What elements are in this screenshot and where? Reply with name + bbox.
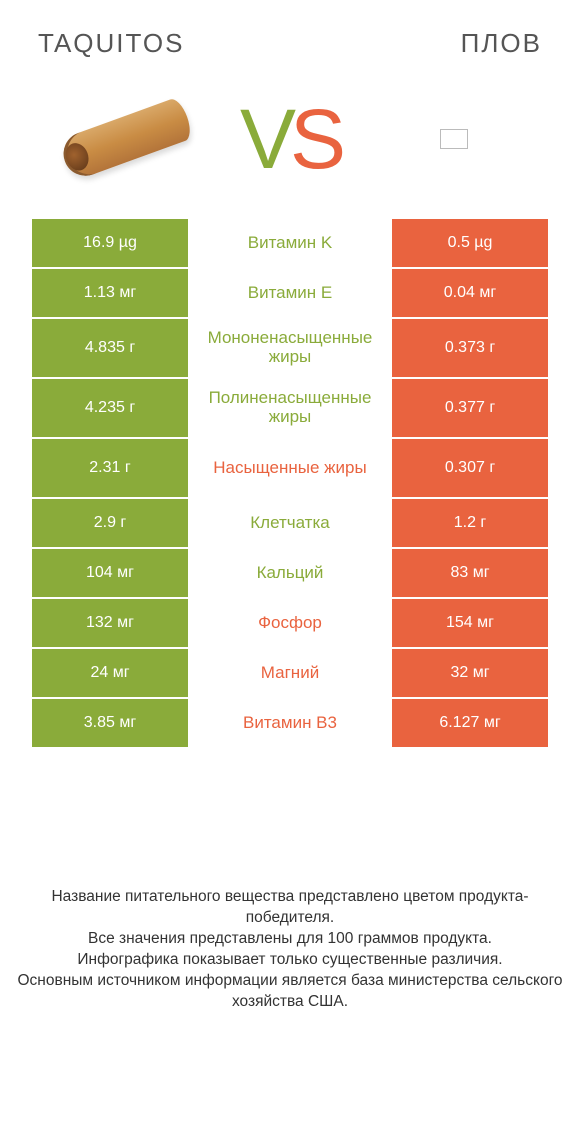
- left-food-image: [20, 79, 232, 199]
- left-value-cell: 2.9 г: [32, 499, 188, 547]
- right-value-cell: 0.5 µg: [392, 219, 548, 267]
- right-value-cell: 83 мг: [392, 549, 548, 597]
- table-row: 16.9 µgВитамин K0.5 µg: [32, 219, 548, 267]
- right-value-cell: 0.04 мг: [392, 269, 548, 317]
- table-row: 1.13 мгВитамин E0.04 мг: [32, 269, 548, 317]
- taquito-illustration: [57, 96, 194, 182]
- left-value-cell: 4.235 г: [32, 379, 188, 437]
- nutrient-comparison-table: 16.9 µgВитамин K0.5 µg1.13 мгВитамин E0.…: [32, 219, 548, 747]
- footer-line-1: Название питательного вещества представл…: [8, 887, 572, 929]
- left-food-title: TAQUITOS: [38, 28, 185, 59]
- table-row: 4.235 гПолиненасыщенные жиры0.377 г: [32, 379, 548, 437]
- image-placeholder-icon: [440, 129, 468, 149]
- footer-line-4: Основным источником информации является …: [8, 971, 572, 1013]
- right-value-cell: 0.377 г: [392, 379, 548, 437]
- left-value-cell: 132 мг: [32, 599, 188, 647]
- header: TAQUITOS ПЛОВ: [0, 0, 580, 69]
- nutrient-label: Кальций: [188, 549, 392, 597]
- vs-label: VS: [232, 97, 348, 181]
- vs-letter-v: V: [240, 92, 290, 186]
- nutrient-label: Мононенасыщенные жиры: [188, 319, 392, 377]
- right-food-title: ПЛОВ: [461, 28, 542, 59]
- right-value-cell: 154 мг: [392, 599, 548, 647]
- right-value-cell: 1.2 г: [392, 499, 548, 547]
- left-value-cell: 3.85 мг: [32, 699, 188, 747]
- footer-line-2: Все значения представлены для 100 граммо…: [8, 929, 572, 950]
- table-row: 4.835 гМононенасыщенные жиры0.373 г: [32, 319, 548, 377]
- footer-line-3: Инфографика показывает только существенн…: [8, 950, 572, 971]
- table-row: 3.85 мгВитамин B36.127 мг: [32, 699, 548, 747]
- nutrient-label: Витамин K: [188, 219, 392, 267]
- nutrient-label: Витамин E: [188, 269, 392, 317]
- hero-section: VS: [0, 69, 580, 219]
- nutrient-label: Насыщенные жиры: [188, 439, 392, 497]
- right-value-cell: 0.307 г: [392, 439, 548, 497]
- footer-notes: Название питательного вещества представл…: [0, 887, 580, 1013]
- table-row: 2.31 гНасыщенные жиры0.307 г: [32, 439, 548, 497]
- left-value-cell: 16.9 µg: [32, 219, 188, 267]
- left-value-cell: 104 мг: [32, 549, 188, 597]
- table-row: 132 мгФосфор154 мг: [32, 599, 548, 647]
- left-value-cell: 24 мг: [32, 649, 188, 697]
- right-value-cell: 6.127 мг: [392, 699, 548, 747]
- nutrient-label: Полиненасыщенные жиры: [188, 379, 392, 437]
- right-value-cell: 0.373 г: [392, 319, 548, 377]
- table-row: 2.9 гКлетчатка1.2 г: [32, 499, 548, 547]
- nutrient-label: Магний: [188, 649, 392, 697]
- left-value-cell: 1.13 мг: [32, 269, 188, 317]
- table-row: 104 мгКальций83 мг: [32, 549, 548, 597]
- nutrient-label: Фосфор: [188, 599, 392, 647]
- right-value-cell: 32 мг: [392, 649, 548, 697]
- vs-letter-s: S: [290, 92, 340, 186]
- right-food-image: [348, 79, 560, 199]
- table-row: 24 мгМагний32 мг: [32, 649, 548, 697]
- nutrient-label: Витамин B3: [188, 699, 392, 747]
- nutrient-label: Клетчатка: [188, 499, 392, 547]
- left-value-cell: 2.31 г: [32, 439, 188, 497]
- left-value-cell: 4.835 г: [32, 319, 188, 377]
